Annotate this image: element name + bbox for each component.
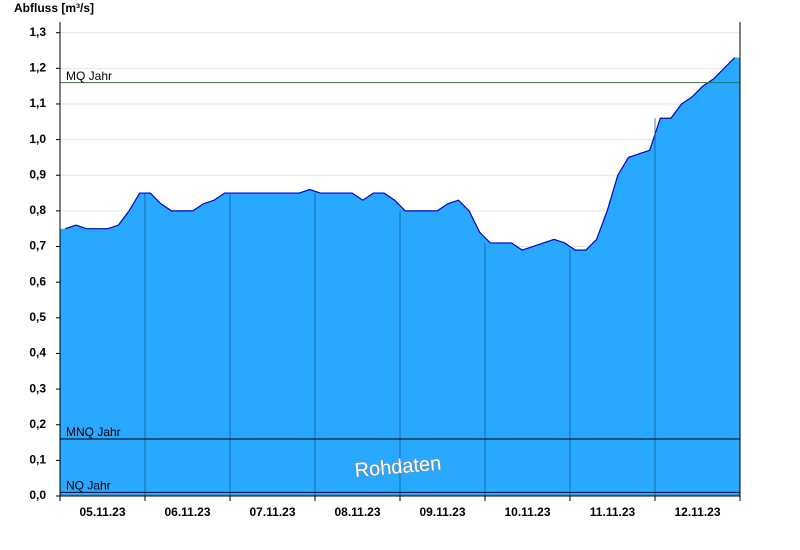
y-tick-label: 0,3 [29, 381, 46, 395]
x-tick-label: 10.11.23 [504, 505, 550, 519]
reference-label: NQ Jahr [66, 479, 111, 493]
y-tick-label: 0,7 [29, 239, 46, 253]
x-tick-label: 08.11.23 [334, 505, 380, 519]
annotation: Rohdaten [354, 453, 442, 482]
line [65, 57, 736, 251]
y-tick-label: 0,1 [29, 453, 46, 467]
y-tick-label: 1,2 [29, 61, 46, 75]
y-tick-label: 0,9 [29, 167, 46, 181]
x-tick-label: 06.11.23 [164, 505, 210, 519]
y-tick-label: 1,0 [29, 132, 46, 146]
y-tick-label: 1,3 [29, 25, 46, 39]
reference-label: MQ Jahr [66, 69, 112, 83]
y-tick-label: 0,6 [29, 274, 46, 288]
y-tick-label: 0,2 [29, 417, 46, 431]
x-tick-label: 11.11.23 [590, 505, 636, 519]
y-tick-label: 0,4 [29, 346, 46, 360]
x-tick-label: 09.11.23 [419, 505, 465, 519]
y-tick-label: 0,0 [29, 488, 46, 502]
y-tick-label: 0,5 [29, 310, 46, 324]
x-tick-label: 07.11.23 [249, 505, 295, 519]
reference-label: MNQ Jahr [66, 425, 121, 439]
x-tick-label: 12.11.23 [674, 505, 720, 519]
y-tick-label: 0,8 [29, 203, 46, 217]
x-tick-label: 05.11.23 [79, 505, 125, 519]
y-axis-title: Abfluss [m³/s] [14, 1, 94, 15]
y-tick-label: 1,1 [29, 96, 46, 110]
